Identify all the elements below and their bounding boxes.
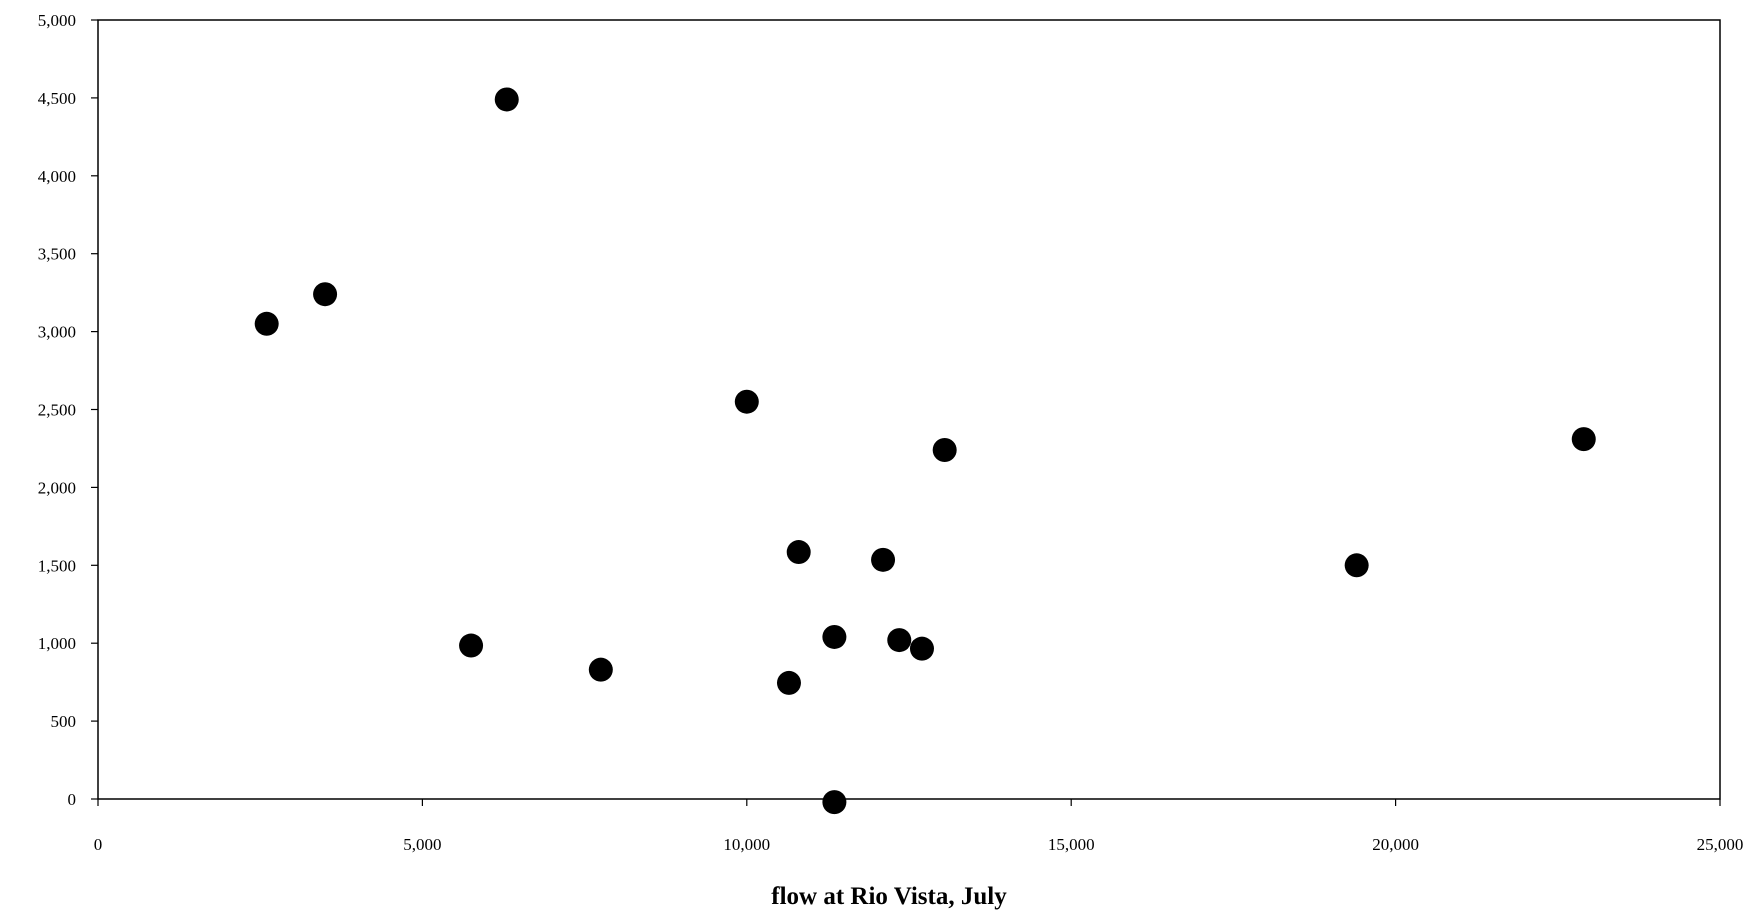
x-tick-label: 10,000 — [723, 835, 770, 854]
y-tick-label: 0 — [68, 790, 77, 809]
data-point — [909, 636, 934, 661]
y-tick-label: 4,500 — [38, 89, 76, 108]
y-axis: 0 500 1,000 1,500 2,000 2,500 3,000 3,500 4,000 4… — [38, 11, 98, 809]
y-tick-label: 3,000 — [38, 323, 76, 342]
x-axis: 0 5,000 10,000 15,000 20,000 25,000 — [94, 799, 1744, 854]
y-tick-label: 1,500 — [38, 556, 76, 575]
x-tick-label: 20,000 — [1372, 835, 1419, 854]
data-points — [254, 87, 1596, 815]
y-tick-label: 2,500 — [38, 401, 76, 420]
y-tick-label: 5,000 — [38, 11, 76, 30]
data-point — [494, 87, 519, 112]
data-point — [822, 790, 847, 815]
y-tick-label: 500 — [51, 712, 77, 731]
data-point — [588, 657, 613, 682]
data-point — [932, 438, 957, 463]
y-tick-label: 4,000 — [38, 167, 76, 186]
x-tick-label: 15,000 — [1048, 835, 1095, 854]
x-tick-label: 5,000 — [403, 835, 441, 854]
x-tick-label: 0 — [94, 835, 103, 854]
y-tick-label: 1,000 — [38, 634, 76, 653]
plot-area — [97, 19, 1721, 800]
x-tick-label: 25,000 — [1697, 835, 1744, 854]
data-point — [1571, 427, 1596, 452]
data-point — [459, 633, 484, 658]
data-point — [1344, 553, 1369, 578]
y-tick-label: 2,000 — [38, 478, 76, 497]
data-point — [887, 628, 912, 653]
data-point — [313, 282, 338, 307]
data-point — [871, 547, 896, 572]
data-point — [776, 670, 801, 695]
x-axis-title: flow at Rio Vista, July — [771, 883, 1007, 910]
data-point — [786, 540, 811, 565]
data-point — [822, 624, 847, 649]
data-point — [254, 311, 279, 336]
data-point — [734, 389, 759, 414]
y-tick-label: 3,500 — [38, 245, 76, 264]
